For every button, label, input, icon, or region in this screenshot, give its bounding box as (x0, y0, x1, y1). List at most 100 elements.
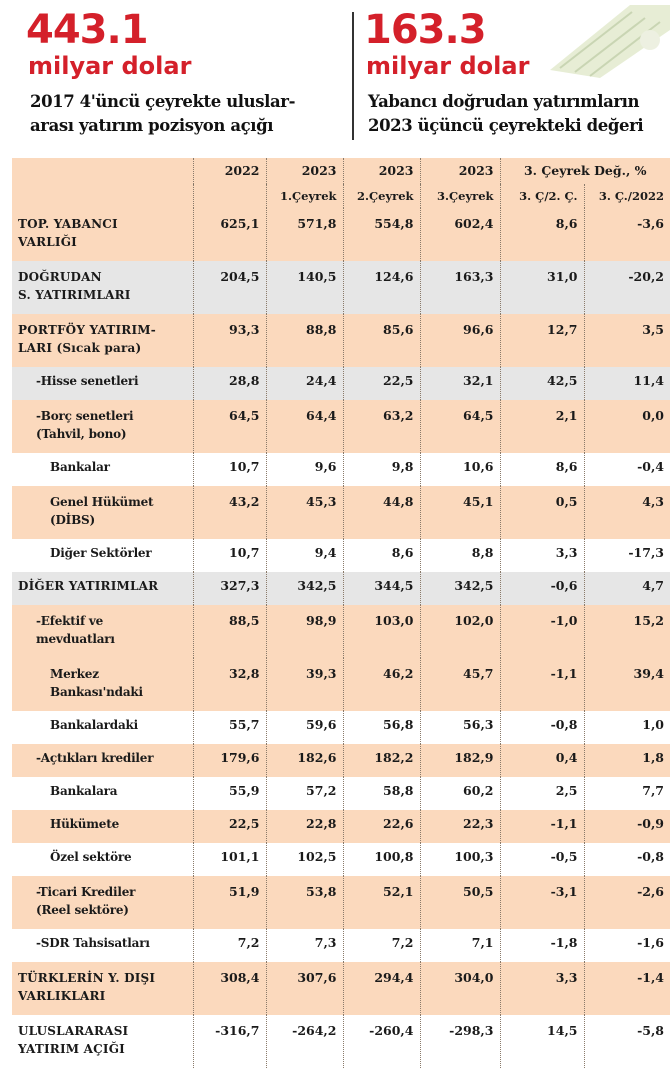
table-row: DİĞER YATIRIMLAR 327,3 342,5 344,5 342,5 -0,6… (12, 572, 670, 605)
row-label-line1: -Borç senetleri (36, 409, 134, 423)
row-value-cell: 50,5 (419, 876, 500, 929)
row-value-cell: 307,6 (265, 962, 343, 1015)
row-label: Bankalardaki (12, 711, 193, 744)
row-value-cell: 56,3 (419, 711, 500, 744)
table-row: -Hisse senetleri 28,8 24,4 22,5 32,1 42,5 11,4 (12, 367, 670, 400)
table-row: Bankalara 55,9 57,2 58,8 60,2 2,5 7,7 (12, 777, 670, 810)
row-value-cell: 32,1 (419, 367, 500, 400)
row-label-line1: Bankalara (50, 784, 118, 798)
subheader-q3-vs-q2: 3. Ç/2. Ç. (499, 184, 584, 208)
row-value-cell: 39,3 (265, 658, 343, 711)
row-label-line1: Genel Hükümet (50, 495, 154, 509)
row-value-cell: 28,8 (192, 367, 266, 400)
row-value-cell: 8,8 (419, 539, 500, 572)
row-label: PORTFÖY YATIRIM- LARI (Sıcak para) (12, 314, 193, 367)
row-value-cell: 4,3 (583, 486, 670, 539)
row-value-cell: -264,2 (265, 1015, 343, 1068)
row-value-cell: 51,9 (192, 876, 266, 929)
subheader-q2: 2.Çeyrek (342, 184, 420, 208)
row-label: DOĞRUDAN S. YATIRIMLARI (12, 261, 193, 314)
row-label-line1: -SDR Tahsisatları (36, 936, 150, 950)
table-row: Bankalar 10,7 9,6 9,8 10,6 8,6 -0,4 (12, 453, 670, 486)
row-value-cell: 100,3 (419, 843, 500, 876)
row-value-cell: 64,4 (265, 400, 343, 453)
row-value-cell: 9,8 (342, 453, 420, 486)
row-value-cell: -0,5 (499, 843, 584, 876)
table-row: -Borç senetleri (Tahvil, bono) 64,5 64,4 63,… (12, 400, 670, 453)
row-value-cell: 163,3 (419, 261, 500, 314)
row-value-cell: 304,0 (419, 962, 500, 1015)
row-value-cell: 12,7 (499, 314, 584, 367)
row-value-cell: 7,2 (192, 929, 266, 962)
row-value-cell: -3,6 (583, 208, 670, 261)
row-label-line1: -Ticari Krediler (36, 885, 136, 899)
row-label: -Efektif ve mevduatları (12, 605, 193, 658)
table-row: -Ticari Krediler (Reel sektöre) 51,9 53,8 52… (12, 876, 670, 929)
row-value-cell: 60,2 (419, 777, 500, 810)
header-year-2022: 2022 (192, 158, 266, 184)
row-value-cell: 327,3 (192, 572, 266, 605)
row-value-cell: -1,1 (499, 810, 584, 843)
row-value-cell: 53,8 (265, 876, 343, 929)
row-value-cell: 98,9 (265, 605, 343, 658)
row-value-cell: -260,4 (342, 1015, 420, 1068)
row-value-cell: 140,5 (265, 261, 343, 314)
header: 443.1 milyar dolar 2017 4'üncü çeyrekte … (0, 0, 670, 158)
row-value-cell: 1,8 (583, 744, 670, 777)
row-value-cell: -0,8 (499, 711, 584, 744)
row-value-cell: 4,7 (583, 572, 670, 605)
table-row: TÜRKLERİN Y. DIŞI VARLIKLARI 308,4 307,6 294… (12, 962, 670, 1015)
row-value-cell: 10,7 (192, 453, 266, 486)
row-label-line2: (Tahvil, bono) (36, 427, 127, 441)
row-label-line2: Bankası'ndaki (50, 685, 143, 699)
row-value-cell: 22,3 (419, 810, 500, 843)
table-row: TOP. YABANCI VARLIĞI 625,1 571,8 554,8 602,4 8… (12, 208, 670, 261)
row-label-line2: YATIRIM AÇIĞI (18, 1042, 125, 1056)
row-label-line2: (Reel sektöre) (36, 903, 129, 917)
table-row: ULUSLARARASI YATIRIM AÇIĞI -316,7 -264,2 -26… (12, 1015, 670, 1068)
row-value-cell: 10,6 (419, 453, 500, 486)
row-value-cell: 308,4 (192, 962, 266, 1015)
row-value-cell: 10,7 (192, 539, 266, 572)
row-value-cell: 45,1 (419, 486, 500, 539)
row-value-cell: 182,2 (342, 744, 420, 777)
row-value-cell: -298,3 (419, 1015, 500, 1068)
right-desc-line2: 2023 üçüncü çeyrekteki değeri (368, 116, 644, 135)
row-value-cell: 15,2 (583, 605, 670, 658)
row-label: Diğer Sektörler (12, 539, 193, 572)
row-value-cell: 22,8 (265, 810, 343, 843)
row-value-cell: 64,5 (192, 400, 266, 453)
row-value-cell: 342,5 (419, 572, 500, 605)
row-value-cell: 85,6 (342, 314, 420, 367)
row-value-cell: 57,2 (265, 777, 343, 810)
row-label-line1: -Açtıkları krediler (36, 751, 154, 765)
row-value-cell: 52,1 (342, 876, 420, 929)
row-value-cell: 625,1 (192, 208, 266, 261)
row-value-cell: 294,4 (342, 962, 420, 1015)
right-big-number: 163.3 (364, 7, 487, 53)
row-value-cell: 88,5 (192, 605, 266, 658)
row-value-cell: 2,1 (499, 400, 584, 453)
row-value-cell: 344,5 (342, 572, 420, 605)
row-value-cell: 59,6 (265, 711, 343, 744)
row-label: TÜRKLERİN Y. DIŞI VARLIKLARI (12, 962, 193, 1015)
row-value-cell: 22,6 (342, 810, 420, 843)
row-value-cell: 93,3 (192, 314, 266, 367)
table-row: Diğer Sektörler 10,7 9,4 8,6 8,8 3,3 -17,3 (12, 539, 670, 572)
left-unit: milyar dolar (28, 52, 192, 80)
investment-position-table: 2022 2023 2023 2023 3. Çeyrek Değ., % 1.… (12, 158, 670, 1068)
row-value-cell: 55,9 (192, 777, 266, 810)
row-label-line1: TÜRKLERİN Y. DIŞI (18, 971, 156, 985)
row-value-cell: 571,8 (265, 208, 343, 261)
table-row: DOĞRUDAN S. YATIRIMLARI 204,5 140,5 124,6 163… (12, 261, 670, 314)
row-value-cell: -3,1 (499, 876, 584, 929)
subheader-q3-vs-2022: 3. Ç./2022 (583, 184, 670, 208)
row-value-cell: 9,6 (265, 453, 343, 486)
row-label-line2: (DİBS) (50, 513, 95, 527)
row-value-cell: 22,5 (342, 367, 420, 400)
table-header-row: 2022 2023 2023 2023 3. Çeyrek Değ., % (12, 158, 670, 184)
row-value-cell: -0,8 (583, 843, 670, 876)
row-value-cell: 342,5 (265, 572, 343, 605)
row-value-cell: -5,8 (583, 1015, 670, 1068)
row-value-cell: -1,1 (499, 658, 584, 711)
